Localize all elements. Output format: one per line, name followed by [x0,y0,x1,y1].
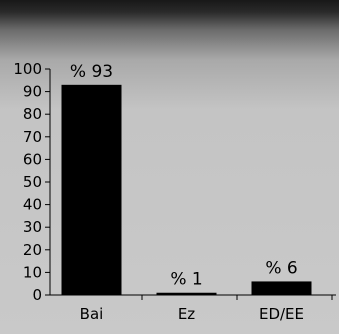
bar-data-label: % 93 [70,62,113,82]
x-category-label: Bai [80,305,104,323]
y-tick-label: 90 [23,83,42,101]
y-tick-label: 80 [23,105,42,123]
bar-ez [156,292,217,295]
x-category-label: Ez [178,305,195,323]
y-tick-label: 70 [23,128,42,146]
bar-ed-ee [251,281,312,295]
labels: 0 10 20 30 40 50 60 70 80 90 100 Bai % 93 Ez % 1 ED/EE%… [13,60,304,323]
y-tick-label: 0 [32,286,42,304]
bars [61,84,312,295]
y-tick-label: 10 [23,263,42,281]
x-category-label: ED/EE [259,305,304,323]
bar-bai [61,84,122,295]
y-tick-label: 20 [23,241,42,259]
y-tick-label: 30 [23,218,42,236]
bar-data-label: % 6 [265,258,297,278]
y-tick-label: 40 [23,196,42,214]
y-tick-label: 100 [13,60,42,78]
y-tick-label: 50 [23,173,42,191]
bar-data-label: % 1 [170,270,202,290]
y-tick-label: 60 [23,150,42,168]
